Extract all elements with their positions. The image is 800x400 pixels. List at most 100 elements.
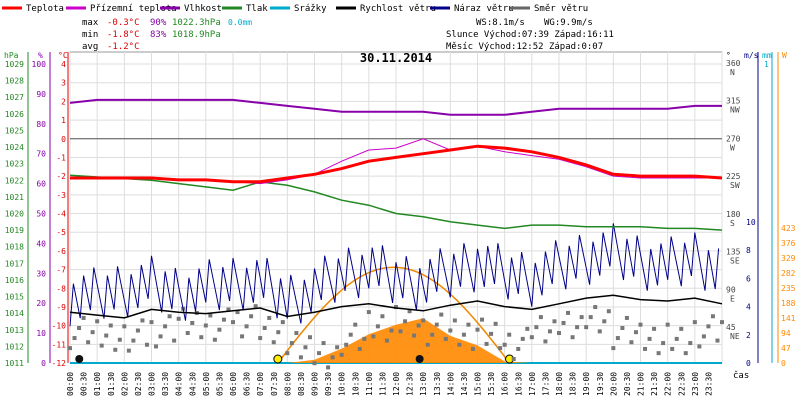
wind-dir-point [661, 341, 666, 346]
hpa-tick: 1026 [5, 110, 24, 119]
time-tick: 01:30 [107, 372, 116, 396]
wind-dir-point [557, 331, 561, 336]
wind-dir-point [720, 320, 724, 325]
c-tick: 4 [61, 60, 66, 69]
hpa-tick: 1022 [5, 176, 24, 185]
stat-max-rain: 0.0mm [228, 18, 252, 27]
wind-dir-point [95, 319, 100, 324]
wind-dir-point [629, 340, 634, 345]
wind-dir-point [163, 324, 168, 329]
stat-wg: WG:9.9m/s [544, 18, 593, 28]
time-tick: 17:00 [528, 372, 537, 396]
wind-dir-point [638, 322, 643, 327]
wind-dir-point [172, 338, 177, 343]
time-tick: 12:00 [392, 372, 401, 396]
c-tick: -6 [56, 247, 66, 256]
wind-dir-point [353, 322, 358, 327]
time-tick: 11:00 [365, 372, 374, 396]
moonset-marker [75, 355, 84, 363]
wind-dir-point [566, 310, 571, 315]
time-tick: 18:30 [569, 372, 578, 396]
time-tick: 00:30 [80, 372, 89, 396]
time-tick: 21:30 [650, 372, 659, 396]
stat-avg-temp: -1.2°C [107, 42, 140, 52]
dir-tick-name: N [730, 68, 735, 77]
time-tick: 22:00 [664, 372, 673, 396]
wind-dir-point [176, 316, 181, 321]
wind-dir-point [199, 335, 204, 340]
time-tick: 08:00 [283, 372, 292, 396]
dir-tick-deg: 270 [726, 134, 741, 143]
wind-dir-point [344, 342, 349, 347]
hpa-axis-label: hPa [4, 51, 19, 60]
wind-dir-point [688, 341, 693, 346]
c-axis-label: °C [58, 51, 68, 60]
time-tick: 05:30 [215, 372, 224, 396]
wind-dir-point [448, 328, 453, 333]
wind-dir-point [231, 320, 235, 325]
wind-dir-point [235, 310, 240, 315]
wind-dir-point [276, 330, 281, 335]
pct-tick: 100 [32, 60, 47, 69]
legend-label: Srážky [294, 4, 327, 14]
wind-dir-point [221, 317, 226, 322]
dir-tick-name: NW [730, 106, 740, 115]
time-tick: 20:30 [623, 372, 632, 396]
wind-dir-point [683, 351, 688, 356]
time-tick: 04:30 [188, 372, 197, 396]
c-tick: 1 [61, 116, 66, 125]
pct-tick: 70 [36, 150, 46, 159]
wind-speed-series [69, 294, 723, 319]
w-tick: 282 [781, 269, 796, 278]
wind-dir-point [240, 334, 245, 339]
legend-label: Rychlost větru [360, 4, 436, 14]
wind-dir-point [362, 336, 367, 341]
wind-dir-point [212, 337, 217, 342]
w-tick: 235 [781, 284, 796, 293]
dir-tick-deg: 45 [726, 323, 736, 332]
legend: Teplota Přízemní teplota Vlhkost Tlak Srážky… [2, 4, 588, 14]
ms-tick: 2 [746, 331, 751, 340]
wind-dir-point [579, 315, 584, 320]
wind-dir-point [561, 320, 566, 325]
time-tick: 12:30 [406, 372, 415, 396]
wind-dir-point [317, 351, 322, 356]
stat-max-press: 1022.3hPa [172, 18, 221, 28]
wind-dir-point [117, 337, 122, 342]
wind-dir-point [407, 309, 412, 314]
wind-dir-point [643, 346, 648, 351]
hpa-tick: 1024 [5, 143, 24, 152]
wind-dir-point [692, 320, 697, 325]
wind-dir-point [72, 336, 77, 341]
time-tick: 16:00 [501, 372, 510, 396]
pressure-series [69, 174, 723, 231]
wind-dir-point [547, 329, 552, 334]
dir-tick-deg: 135 [726, 248, 741, 257]
left-axes: hPa% °C1029102810271026102510241023102210… [4, 51, 69, 368]
hpa-tick: 1020 [5, 210, 24, 219]
time-tick: 18:00 [555, 372, 564, 396]
c-tick: -4 [56, 210, 66, 219]
wind-dir-point [674, 336, 679, 341]
w-tick: 329 [781, 254, 796, 263]
wind-dir-point [135, 328, 140, 333]
wind-dir-point [647, 336, 652, 341]
legend-label: Vlhkost [184, 4, 222, 14]
wind-dir-point [68, 346, 72, 351]
pct-axis-label: % [38, 51, 43, 60]
time-tick: 04:00 [175, 372, 184, 396]
wind-dir-point [520, 336, 525, 341]
wind-dir-point [267, 315, 272, 320]
wind-dir-point [511, 357, 516, 362]
dir-tick-name: E [730, 294, 735, 303]
wind-dir-point [652, 326, 657, 331]
wind-dir-point [588, 315, 593, 320]
pct-tick: 20 [36, 299, 46, 308]
time-tick: 16:30 [514, 372, 523, 396]
hpa-tick: 1027 [5, 93, 24, 102]
hpa-tick: 1016 [5, 276, 24, 285]
wind-dir-point [307, 335, 312, 340]
wind-gust-series [69, 223, 720, 327]
x-axis-label: čas [733, 370, 749, 381]
wind-dir-point [298, 355, 303, 360]
